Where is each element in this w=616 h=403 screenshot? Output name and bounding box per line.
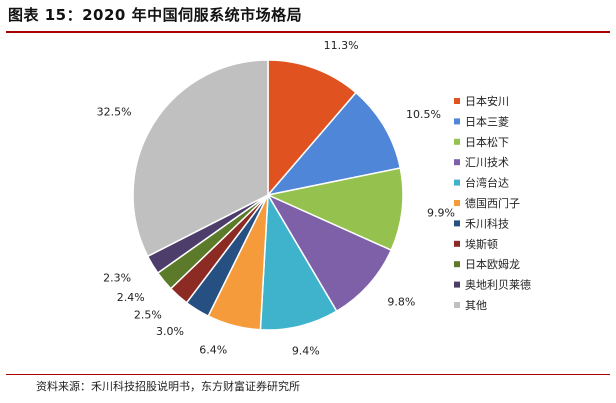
percent-label-10: 32.5% [97,105,132,118]
legend-swatch-7 [454,240,460,247]
percent-label-3: 9.8% [387,296,415,309]
pie-slice-4 [259,192,338,331]
legend-label-5: 德国西门子 [465,196,520,210]
percent-label-2: 9.9% [427,207,455,220]
pie-slices [132,59,404,331]
legend-label-10: 其他 [465,299,487,312]
legend-swatch-9 [454,281,460,288]
pie-chart: 11.3% 10.5% 9.9% 9.8% 9.4% 6.4% 3.0% 2.5% 2.4% 2.… [97,39,531,358]
source-note: 资料来源：禾川科技招股说明书，东方财富证券研究所 [36,380,300,393]
percent-labels: 11.3% 10.5% 9.9% 9.8% 9.4% 6.4% 3.0% 2.5% 2.4% 2.… [97,39,455,358]
source-divider [6,374,610,375]
pie-slice-0 [267,59,358,198]
legend-swatch-4 [454,179,460,186]
legend: 日本安川日本三菱日本松下汇川技术台湾台达德国西门子禾川科技埃斯顿日本欧姆龙奥地利… [454,94,531,312]
legend-swatch-2 [454,138,460,145]
legend-swatch-8 [454,261,460,268]
legend-label-0: 日本安川 [465,94,509,108]
percent-label-7: 2.5% [134,309,162,322]
percent-label-0: 11.3% [324,39,359,52]
legend-swatch-0 [454,98,460,104]
legend-label-3: 汇川技术 [465,156,509,169]
legend-label-1: 日本三菱 [465,114,509,128]
legend-label-4: 台湾台达 [465,176,509,190]
legend-swatch-3 [454,159,460,166]
pie-slice-10 [132,59,269,258]
chart-title: 图表 15：2020 年中国伺服系统市场格局 [8,6,303,24]
percent-label-9: 2.3% [103,272,131,285]
legend-label-8: 日本欧姆龙 [465,257,520,271]
percent-label-5: 6.4% [199,344,227,357]
pie-slice-1 [266,91,402,197]
legend-swatch-5 [454,200,460,206]
legend-label-6: 禾川科技 [465,216,509,230]
legend-swatch-6 [454,220,460,227]
percent-label-8: 2.4% [117,291,145,304]
percent-label-1: 10.5% [406,108,441,121]
pie-slice-2 [265,167,404,252]
legend-swatch-1 [454,118,460,125]
legend-label-2: 日本松下 [465,135,509,149]
percent-label-6: 3.0% [156,325,184,338]
percent-label-4: 9.4% [292,345,320,358]
legend-swatch-10 [454,302,460,308]
pie-slice-3 [266,193,393,313]
legend-label-9: 奥地利贝莱德 [465,278,531,292]
title-divider [6,31,610,33]
legend-label-7: 埃斯顿 [465,237,498,251]
